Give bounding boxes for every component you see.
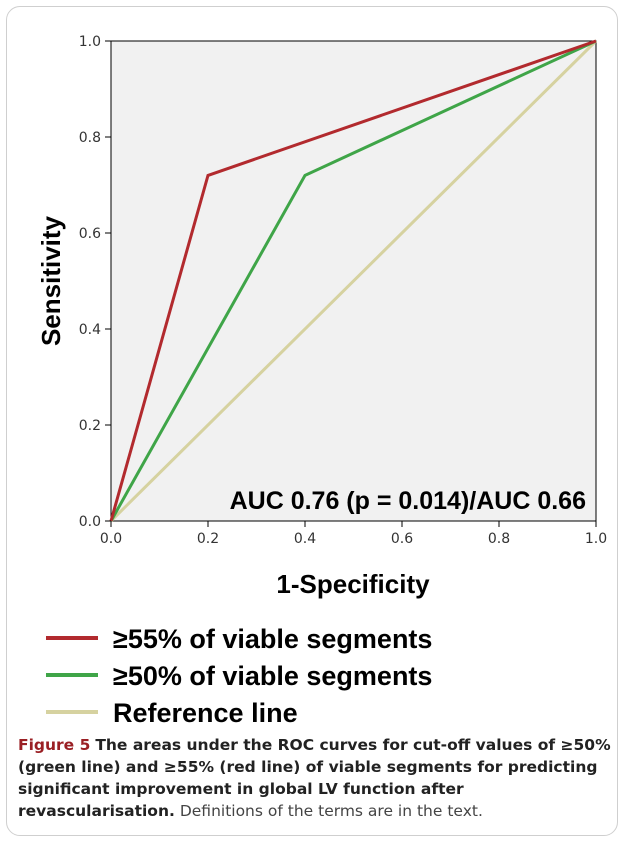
caption-rest-text: Definitions of the terms are in the text… [179,802,483,820]
caption-bold-text: The areas under the ROC curves for cut-o… [18,736,611,820]
series-layer [109,39,598,523]
y-tick-label: 0.6 [79,226,101,242]
y-tick-label: 0.2 [79,418,101,434]
series-line-1 [109,39,597,522]
series-line-0 [109,39,597,522]
roc-chart: 0.0 0.2 0.4 0.6 0.8 1.0 0.0 0.2 0.4 0.6 0.8 1.0 AUC… [36,34,607,728]
x-tick-label: 1.0 [585,531,607,547]
x-tick-label: 0.0 [100,531,122,547]
y-tick-label: 1.0 [79,34,101,50]
y-axis-title: Sensitivity [36,215,66,346]
legend-label-0: ≥55% of viable segments [113,624,432,654]
axes-layer: 0.0 0.2 0.4 0.6 0.8 1.0 0.0 0.2 0.4 0.6 0.8 1.0 [79,34,607,547]
legend: ≥55% of viable segments ≥50% of viable se… [46,624,432,728]
x-tick-label: 0.6 [391,531,413,547]
figure-caption: Figure 5 The areas under the ROC curves … [18,734,618,822]
auc-annotation: AUC 0.76 (p = 0.014)/AUC 0.66 [230,487,586,515]
legend-label-2: Reference line [113,698,298,728]
x-tick-label: 0.8 [488,531,510,547]
figure-frame [6,6,618,836]
legend-label-1: ≥50% of viable segments [113,661,432,691]
y-tick-label: 0.8 [79,130,101,146]
x-tick-label: 0.4 [294,531,316,547]
caption-label: Figure 5 [18,736,91,754]
y-tick-label: 0.4 [79,322,101,338]
x-tick-label: 0.2 [197,531,219,547]
series-line-2 [109,39,598,523]
y-tick-label: 0.0 [79,514,101,530]
x-axis-title: 1-Specificity [276,569,430,599]
